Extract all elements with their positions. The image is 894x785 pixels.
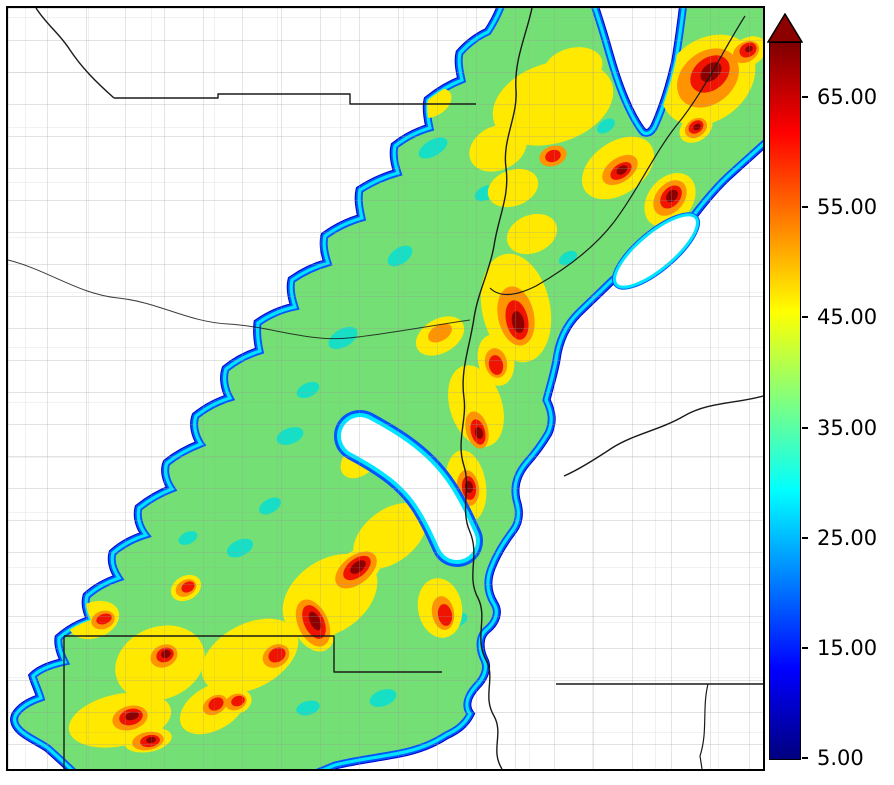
colorbar-tick: 15.00 xyxy=(802,636,877,660)
colorbar-tick-label: 25.00 xyxy=(817,525,878,550)
colorbar-tick: 5.00 xyxy=(802,746,864,770)
river-tennessee xyxy=(699,683,709,769)
colorbar-tick: 25.00 xyxy=(802,526,877,550)
colorbar-tick-label: 15.00 xyxy=(817,635,878,660)
map-frame xyxy=(6,6,765,771)
colorbar-tick: 35.00 xyxy=(802,416,877,440)
border-missouri-arkansas xyxy=(64,635,442,673)
colorbar-tickmark xyxy=(802,426,808,429)
colorbar-tick: 55.00 xyxy=(802,195,877,219)
extend-arrow-triangle xyxy=(767,13,803,43)
river-missouri-nw xyxy=(35,8,115,99)
colorbar-tick: 65.00 xyxy=(802,85,877,109)
colorbar-tick-label: 5.00 xyxy=(817,746,864,770)
colorbar-tickmark xyxy=(802,96,808,99)
colorbar-tick-label: 35.00 xyxy=(817,415,878,440)
colorbar-tickmark xyxy=(802,757,808,759)
border-iowa-missouri xyxy=(114,93,476,105)
colorbar-extend-arrow xyxy=(767,13,803,43)
river-ohio xyxy=(563,395,763,477)
colorbar-tickmark xyxy=(802,646,808,649)
county-grid xyxy=(8,8,763,769)
river-illinois xyxy=(489,15,746,296)
colorbar-tickmark xyxy=(802,536,808,539)
colorbar-tickmark xyxy=(802,316,808,319)
river-missouri-central xyxy=(8,259,471,340)
colorbar-tick-label: 45.00 xyxy=(817,305,878,330)
colorbar-tick-label: 55.00 xyxy=(817,195,878,220)
colorbar-bar xyxy=(769,42,801,760)
colorbar-ticks: 65.00 55.00 45.00 35.00 25.00 15.00 5.00 xyxy=(769,42,877,770)
state-boundaries xyxy=(8,8,763,769)
colorbar: 65.00 55.00 45.00 35.00 25.00 15.00 5.00 xyxy=(767,13,891,777)
colorbar-tick-label: 65.00 xyxy=(817,85,878,110)
basemap xyxy=(8,8,763,769)
colorbar-tick: 45.00 xyxy=(802,305,877,329)
river-mississippi xyxy=(460,8,533,769)
colorbar-tickmark xyxy=(802,206,808,209)
